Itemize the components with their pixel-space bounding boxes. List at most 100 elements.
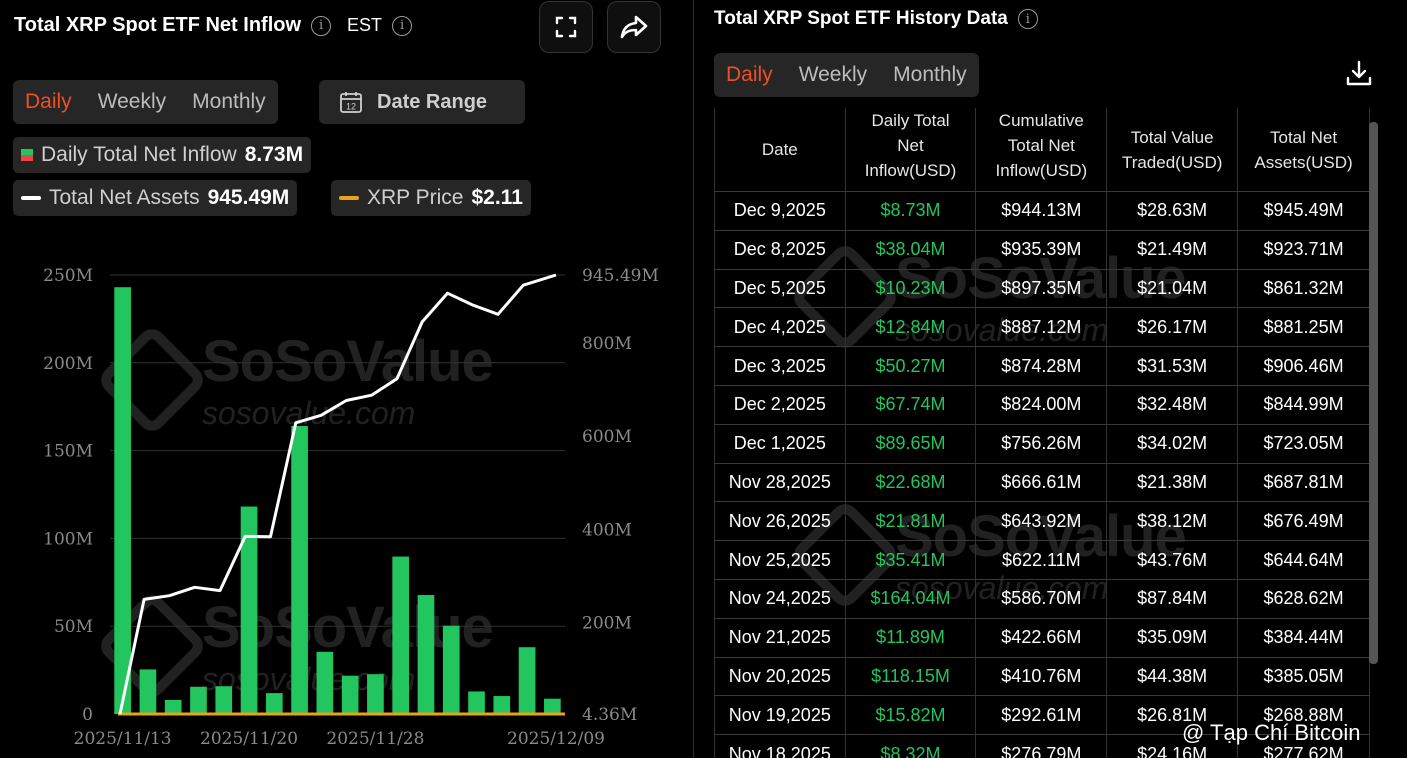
column-header[interactable]: Cumulative Total Net Inflow(USD) [975,108,1108,192]
y-left-tick-label: 150M [43,442,93,462]
download-button[interactable] [1344,58,1374,93]
inflow-bar [417,595,435,714]
table-cell: $32.48M [1106,384,1239,425]
x-tick-label: 2025/12/09 [507,729,605,749]
history-header: Total XRP Spot ETF History Data i [714,8,1038,30]
fullscreen-button[interactable] [539,1,593,53]
table-cell: $410.76M [975,656,1108,696]
fullscreen-icon [555,16,577,38]
y-left-tick-label: 100M [43,529,93,549]
table-cell: $935.39M [975,229,1108,270]
tab-daily[interactable]: Daily [25,90,72,113]
table-cell: $28.63M [1106,191,1239,231]
y-left-tick-label: 200M [43,354,93,374]
table-row[interactable]: Dec 2,2025 $67.74M $824.00M $32.48M $844.99M [714,384,1370,425]
y-left-tick-label: 50M [54,617,93,637]
table-cell: $11.89M [845,617,977,658]
table-cell: $687.81M [1237,462,1370,502]
column-header-line: Assets(USD) [1254,152,1353,172]
table-cell: $276.79M [975,734,1108,758]
x-tick-label: 2025/11/13 [74,729,172,749]
y-right-tick-label: 200M [582,614,632,634]
share-button[interactable] [607,1,661,53]
column-header-line: Total Value [1130,127,1214,147]
legend-inflow[interactable]: Daily Total Net Inflow 8.73M [13,137,312,173]
table-row[interactable]: Dec 8,2025 $38.04M $935.39M $21.49M $923.71M [714,229,1370,270]
table-row[interactable]: Dec 3,2025 $50.27M $874.28M $31.53M $906.46M [714,346,1370,386]
calendar-day: 12 [346,102,356,112]
chart-header: Total XRP Spot ETF Net Inflow i EST i [14,14,413,37]
table-cell: $164.04M [845,578,977,619]
timezone-info-icon[interactable]: i [392,15,413,36]
legend-assets[interactable]: Total Net Assets 945.49M [13,180,298,216]
x-tick-label: 2025/11/20 [200,729,298,749]
table-cell: $34.02M [1106,423,1239,464]
table-row[interactable]: Nov 21,2025 $11.89M $422.66M $35.09M $384.44… [714,617,1370,658]
table-cell: $861.32M [1237,268,1370,308]
table-row[interactable]: Nov 24,2025 $164.04M $586.70M $87.84M $628.6… [714,578,1370,619]
table-scrollbar[interactable] [1369,122,1378,664]
table-cell: $8.32M [845,734,977,758]
table-cell: $945.49M [1237,191,1370,231]
table-cell: $44.38M [1106,656,1239,696]
table-cell: $26.81M [1106,695,1239,735]
column-header-line: Daily Total [871,111,950,130]
calendar-icon: 12 [340,92,362,113]
table-cell: $268.88M [1237,695,1370,735]
table-row[interactable]: Nov 28,2025 $22.68M $666.61M $21.38M $687.81… [714,462,1370,502]
inflow-bar [518,647,536,714]
y-left-tick-label: 0 [82,705,93,725]
y-right-tick-label: 600M [582,427,632,447]
y-right-tick-label: 945.49M [582,266,659,286]
table-row[interactable]: Dec 5,2025 $10.23M $897.35M $21.04M $861.32M [714,268,1370,308]
table-row[interactable]: Nov 25,2025 $35.41M $622.11M $43.76M $644.64… [714,540,1370,580]
table-cell: Nov 18,2025 [714,734,846,758]
tab-weekly[interactable]: Weekly [97,90,167,113]
column-header[interactable]: Daily Total Net Inflow(USD) [845,108,977,192]
inflow-bar [341,675,359,714]
inflow-swatch [21,149,33,161]
table-cell: Dec 1,2025 [714,423,846,464]
date-range-button[interactable]: 12 Date Range [319,80,525,124]
table-cell: $21.04M [1106,268,1239,308]
download-icon [1346,60,1372,86]
table-cell: $422.66M [975,617,1108,658]
info-icon[interactable]: i [311,15,332,36]
column-header[interactable]: Total Net Assets(USD) [1237,108,1370,192]
table-row[interactable]: Nov 18,2025 $8.32M $276.79M $24.16M $277.62M [714,734,1370,758]
table-cell: $26.17M [1106,307,1239,347]
history-table: Date Daily Total Net Inflow(USD) Cumulative T… [714,108,1370,758]
table-row[interactable]: Nov 26,2025 $21.81M $643.92M $38.12M $676.49… [714,501,1370,541]
source-credit: @ Tạp Chí Bitcoin [1182,720,1360,746]
period-tabs: Daily Weekly Monthly [13,80,278,124]
timezone-label: EST [347,15,383,35]
y-left-tick-label: 250M [43,266,93,286]
inflow-bar [392,556,410,714]
table-row[interactable]: Dec 9,2025 $8.73M $944.13M $28.63M $945.49M [714,191,1370,231]
inflow-chart: 0 50M 100M 150M 200M 250M 4.36M 200M 400M 600M 800… [43,266,659,749]
table-cell: Dec 4,2025 [714,307,846,347]
table-cell: $906.46M [1237,346,1370,386]
table-row[interactable]: Dec 4,2025 $12.84M $887.12M $26.17M $881.25M [714,307,1370,347]
table-cell: Nov 26,2025 [714,501,846,541]
table-row[interactable]: Nov 19,2025 $15.82M $292.61M $26.81M $268.88… [714,695,1370,735]
table-row[interactable]: Dec 1,2025 $89.65M $756.26M $34.02M $723.05M [714,423,1370,464]
column-header[interactable]: Total Value Traded(USD) [1106,108,1239,192]
credit-text: @ Tạp Chí Bitcoin [1182,720,1361,745]
date-range-label: Date Range [377,90,488,113]
history-tab-monthly[interactable]: Monthly [893,63,967,86]
legend-price[interactable]: XRP Price $2.11 [331,180,531,216]
history-tab-daily[interactable]: Daily [726,63,773,86]
table-cell: $21.49M [1106,229,1239,270]
history-period-tabs: Daily Weekly Monthly [714,53,979,97]
history-info-icon[interactable]: i [1017,9,1038,29]
table-cell: $10.23M [845,268,977,308]
table-cell: $923.71M [1237,229,1370,270]
column-header-line: Inflow(USD) [995,161,1088,180]
inflow-bar [367,674,384,714]
table-cell: $384.44M [1237,617,1370,658]
tab-monthly[interactable]: Monthly [192,90,266,113]
table-row[interactable]: Nov 20,2025 $118.15M $410.76M $44.38M $385.0… [714,656,1370,696]
history-tab-weekly[interactable]: Weekly [798,63,868,86]
column-header[interactable]: Date [714,108,846,192]
